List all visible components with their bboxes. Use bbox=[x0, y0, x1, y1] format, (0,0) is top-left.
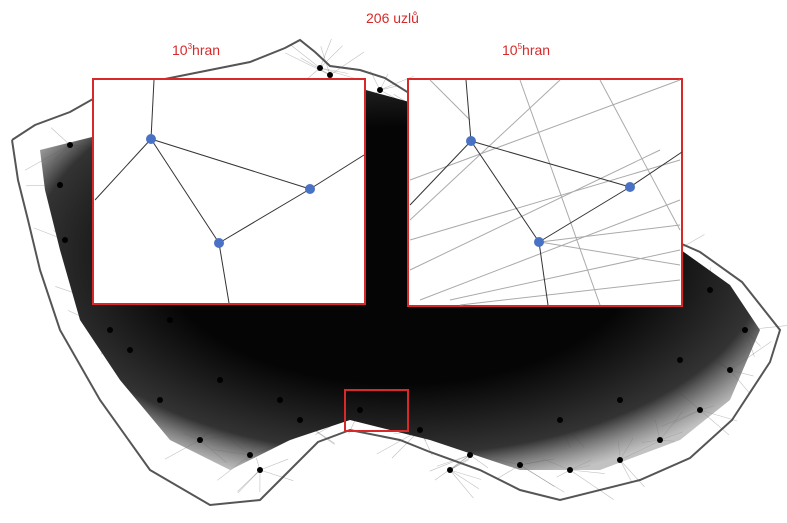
node bbox=[57, 182, 63, 188]
panel-base: 10 bbox=[502, 42, 518, 58]
country-border bbox=[11, 38, 782, 507]
node bbox=[297, 417, 303, 423]
edge bbox=[569, 469, 614, 500]
node bbox=[317, 65, 323, 71]
node bbox=[417, 427, 423, 433]
node bbox=[197, 437, 203, 443]
edge bbox=[237, 469, 261, 494]
edge bbox=[319, 45, 343, 69]
edge bbox=[469, 454, 489, 469]
node bbox=[677, 357, 683, 363]
edge bbox=[429, 454, 471, 472]
inset-left bbox=[92, 78, 366, 305]
node bbox=[707, 287, 713, 293]
node bbox=[697, 407, 703, 413]
edge bbox=[319, 67, 349, 74]
edge bbox=[619, 459, 645, 487]
edge bbox=[50, 127, 71, 146]
node bbox=[107, 327, 113, 333]
edge bbox=[319, 38, 332, 69]
edge bbox=[237, 469, 261, 492]
node bbox=[617, 457, 623, 463]
edge bbox=[259, 458, 289, 471]
node bbox=[517, 462, 523, 468]
node bbox=[357, 407, 363, 413]
node bbox=[617, 397, 623, 403]
node bbox=[127, 347, 133, 353]
edge bbox=[434, 454, 471, 481]
node bbox=[742, 327, 748, 333]
panel-exponent: 5 bbox=[517, 42, 523, 51]
node bbox=[447, 467, 453, 473]
node bbox=[277, 397, 283, 403]
node bbox=[557, 417, 563, 423]
node bbox=[727, 367, 733, 373]
panel-label: 105hran bbox=[502, 42, 550, 58]
edge bbox=[569, 469, 605, 474]
edge bbox=[449, 456, 468, 471]
edge bbox=[449, 469, 474, 499]
panel-base: 10 bbox=[172, 42, 188, 58]
node bbox=[167, 317, 173, 323]
node bbox=[62, 237, 68, 243]
edge bbox=[449, 469, 479, 490]
edge bbox=[300, 57, 331, 76]
node bbox=[217, 377, 223, 383]
panel-label: 103hran bbox=[172, 42, 220, 58]
node bbox=[67, 142, 73, 148]
node bbox=[377, 87, 383, 93]
inset-right bbox=[407, 78, 683, 307]
edge bbox=[449, 459, 470, 471]
panel-text: hran bbox=[522, 42, 551, 58]
node bbox=[567, 467, 573, 473]
node bbox=[467, 452, 473, 458]
edge bbox=[319, 67, 361, 81]
node bbox=[327, 72, 333, 78]
edge bbox=[619, 459, 633, 483]
node bbox=[247, 452, 253, 458]
edge bbox=[290, 44, 321, 69]
edge bbox=[329, 51, 365, 76]
node bbox=[257, 467, 263, 473]
edge bbox=[449, 469, 482, 480]
edge bbox=[284, 52, 331, 76]
panel-exponent: 3 bbox=[187, 42, 193, 51]
panel-text: hran bbox=[192, 42, 221, 58]
title: 206 uzlů bbox=[366, 10, 419, 26]
zoom-region bbox=[344, 389, 409, 432]
node bbox=[157, 397, 163, 403]
node bbox=[657, 437, 663, 443]
edge bbox=[259, 469, 294, 481]
